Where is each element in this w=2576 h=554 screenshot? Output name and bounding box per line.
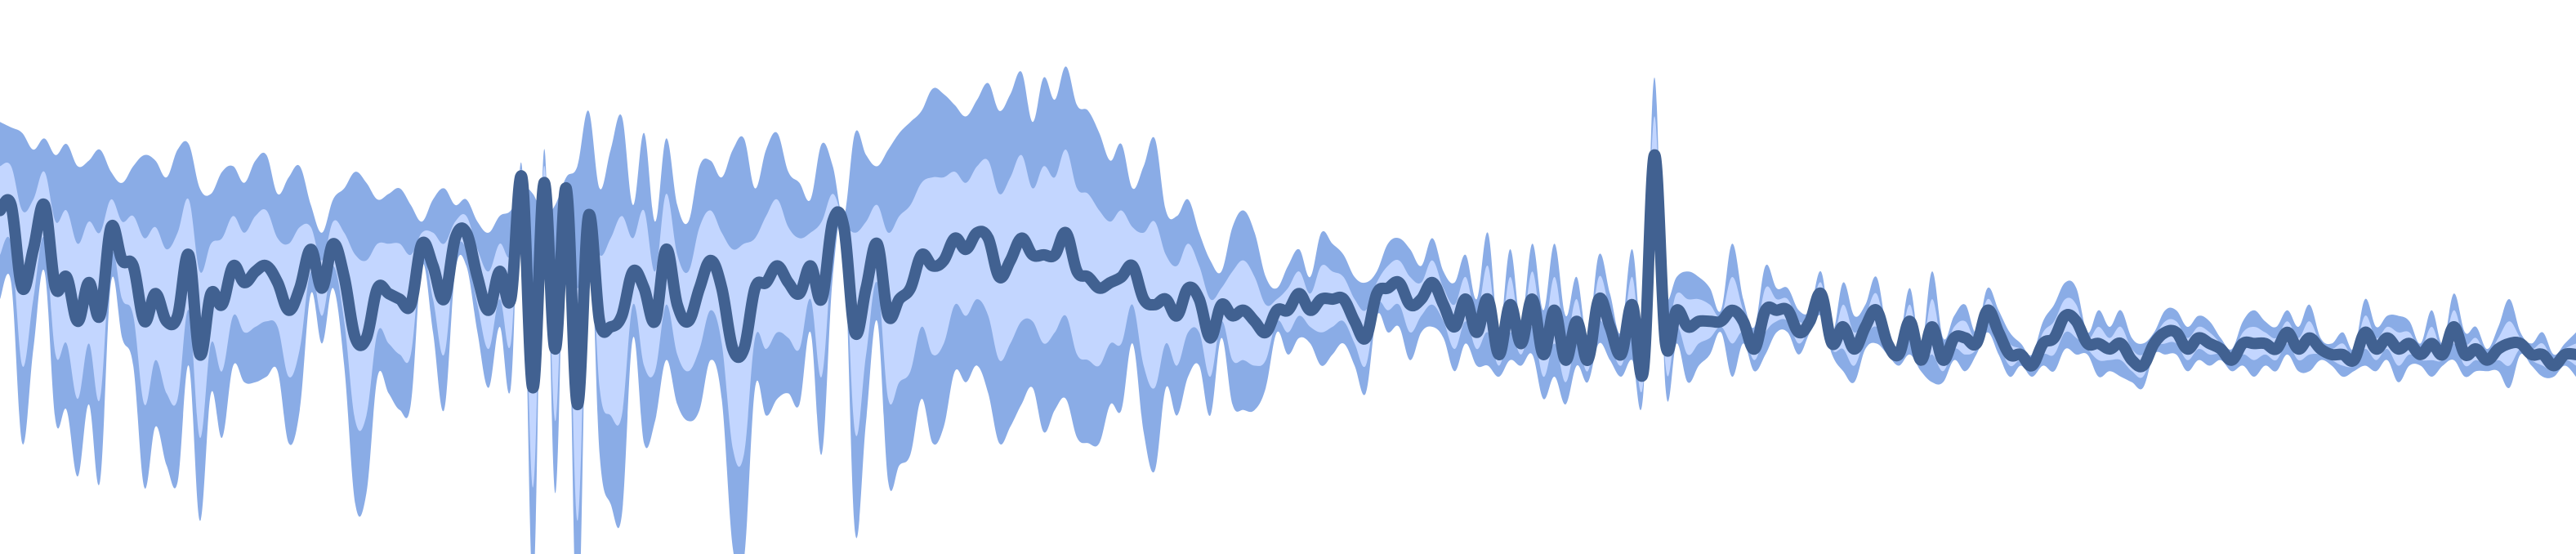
inner-band: [0, 116, 2576, 521]
center-line: [0, 149, 2576, 410]
